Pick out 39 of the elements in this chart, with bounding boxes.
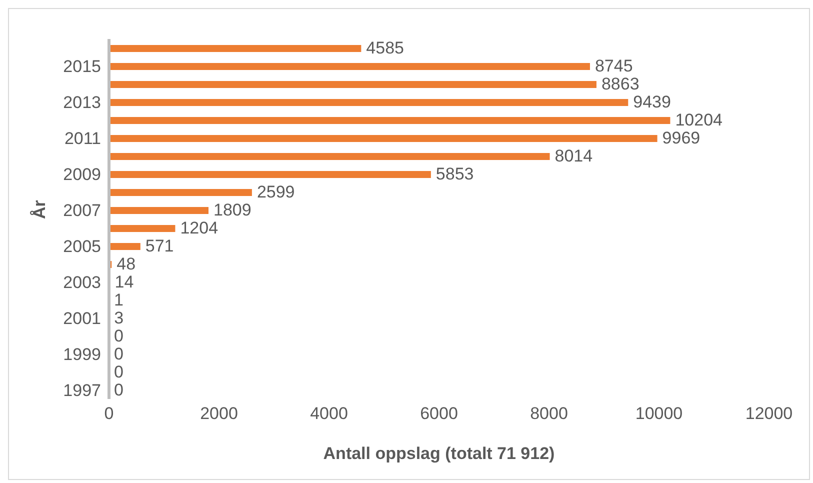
data-label: 5853 xyxy=(436,164,474,184)
data-label: 14 xyxy=(114,272,134,292)
y-tick-label: 1997 xyxy=(63,381,101,400)
y-tick-label: 1999 xyxy=(63,345,101,364)
data-label: 0 xyxy=(114,344,124,364)
data-label: 0 xyxy=(114,326,124,346)
data-label: 10204 xyxy=(675,110,722,130)
y-tick-label: 2013 xyxy=(63,93,101,112)
y-tick-label: 2011 xyxy=(64,129,101,148)
data-label: 571 xyxy=(145,236,174,256)
data-label: 8014 xyxy=(554,146,593,166)
data-label: 0 xyxy=(114,380,124,400)
x-tick-label: 0 xyxy=(104,404,114,424)
y-axis-title: År xyxy=(30,200,50,219)
y-tick-label: 2005 xyxy=(63,237,101,256)
x-tick-label: 2000 xyxy=(200,404,238,424)
x-tick-label: 12000 xyxy=(745,404,793,424)
y-tick-label: 2007 xyxy=(63,201,101,220)
data-label: 1 xyxy=(114,290,124,310)
data-label: 8863 xyxy=(601,74,640,94)
y-tick-label: 2001 xyxy=(63,309,101,328)
x-tick-label: 10000 xyxy=(635,404,683,424)
data-label: 2599 xyxy=(256,182,295,202)
data-label: 9969 xyxy=(662,128,700,148)
x-tick-label: 4000 xyxy=(310,404,348,424)
data-label: 1204 xyxy=(180,218,218,238)
y-tick-label: 2003 xyxy=(63,273,101,292)
data-label: 0 xyxy=(114,362,124,382)
data-label: 1809 xyxy=(213,200,252,220)
data-label: 3 xyxy=(114,308,124,328)
data-label: 48 xyxy=(116,254,136,274)
x-tick-label: 8000 xyxy=(530,404,568,424)
data-label: 8745 xyxy=(594,56,633,76)
data-label: 4585 xyxy=(366,38,404,58)
data-label: 9439 xyxy=(633,92,671,112)
y-tick-label: 2009 xyxy=(63,165,101,184)
x-axis-title: Antall oppslag (totalt 71 912) xyxy=(323,444,555,463)
x-tick-label: 6000 xyxy=(420,404,458,424)
y-tick-label: 2015 xyxy=(63,57,101,76)
